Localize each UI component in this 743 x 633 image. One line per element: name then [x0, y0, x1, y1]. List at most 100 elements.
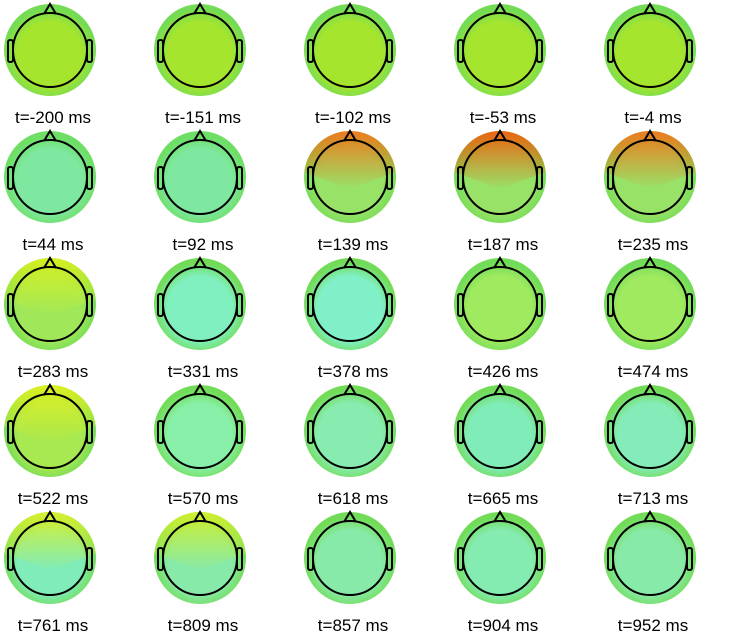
nose	[43, 2, 57, 15]
time-label: t=474 ms	[618, 362, 688, 381]
topomap: t=-4 ms	[604, 2, 696, 127]
ear	[307, 420, 314, 444]
ear	[307, 293, 314, 317]
topomap: t=187 ms	[454, 129, 546, 254]
time-label: t=761 ms	[18, 616, 88, 633]
time-label: t=522 ms	[18, 489, 88, 508]
nose	[343, 383, 357, 396]
time-label: t=-53 ms	[470, 108, 537, 127]
time-label: t=235 ms	[618, 235, 688, 254]
frontal-activity	[454, 131, 546, 189]
nose	[193, 2, 207, 15]
nose	[43, 129, 57, 142]
nose	[643, 129, 657, 142]
nose	[343, 129, 357, 142]
time-label: t=331 ms	[168, 362, 238, 381]
ear	[157, 547, 164, 571]
topomap: t=283 ms	[4, 256, 96, 381]
nose	[643, 256, 657, 269]
ear	[86, 166, 93, 190]
time-label: t=378 ms	[318, 362, 388, 381]
time-label: t=139 ms	[318, 235, 388, 254]
ear	[686, 166, 693, 190]
topomap: t=904 ms	[454, 510, 546, 633]
ear	[536, 420, 543, 444]
scalp-map	[454, 258, 546, 350]
scalp-map	[4, 131, 96, 223]
ear	[457, 293, 464, 317]
ear	[457, 420, 464, 444]
ear	[236, 39, 243, 63]
time-label: t=618 ms	[318, 489, 388, 508]
time-label: t=857 ms	[318, 616, 388, 633]
nose	[343, 256, 357, 269]
ear	[86, 39, 93, 63]
topomap: t=713 ms	[604, 383, 696, 508]
ear	[386, 420, 393, 444]
ear	[386, 166, 393, 190]
scalp-map	[454, 385, 546, 477]
nose	[643, 383, 657, 396]
scalp-map	[454, 512, 546, 604]
time-label: t=904 ms	[468, 616, 538, 633]
ear	[686, 547, 693, 571]
ear	[157, 293, 164, 317]
topomap: t=618 ms	[304, 383, 396, 508]
nose	[193, 129, 207, 142]
nose	[193, 510, 207, 523]
time-label: t=44 ms	[23, 235, 84, 254]
nose	[343, 510, 357, 523]
frontal-activity	[4, 512, 96, 570]
topomap: t=139 ms	[304, 129, 396, 254]
topomap: t=952 ms	[604, 510, 696, 633]
topomap: t=331 ms	[154, 256, 246, 381]
ear	[607, 547, 614, 571]
scalp-map	[604, 512, 696, 604]
ear	[386, 547, 393, 571]
ear	[236, 166, 243, 190]
scalp-map	[604, 258, 696, 350]
topomap: t=235 ms	[604, 129, 696, 254]
ear	[307, 39, 314, 63]
time-label: t=570 ms	[168, 489, 238, 508]
frontal-activity	[604, 131, 696, 189]
ear	[457, 166, 464, 190]
nose	[43, 256, 57, 269]
ear	[686, 420, 693, 444]
ear	[157, 166, 164, 190]
nose	[493, 510, 507, 523]
ear	[607, 166, 614, 190]
ear	[536, 293, 543, 317]
time-label: t=665 ms	[468, 489, 538, 508]
frontal-activity	[154, 512, 246, 570]
ear	[536, 39, 543, 63]
ear	[386, 293, 393, 317]
nose	[493, 383, 507, 396]
nose	[343, 2, 357, 15]
nose	[493, 129, 507, 142]
ear	[86, 547, 93, 571]
time-label: t=92 ms	[173, 235, 234, 254]
ear	[307, 166, 314, 190]
ear	[7, 166, 14, 190]
nose	[43, 383, 57, 396]
ear	[86, 420, 93, 444]
topomap: t=570 ms	[154, 383, 246, 508]
ear	[386, 39, 393, 63]
frontal-activity	[4, 385, 96, 443]
scalp-map	[154, 131, 246, 223]
time-label: t=-151 ms	[165, 108, 241, 127]
topomap: t=857 ms	[304, 510, 396, 633]
nose	[493, 2, 507, 15]
topomap: t=665 ms	[454, 383, 546, 508]
topomap: t=426 ms	[454, 256, 546, 381]
nose	[643, 510, 657, 523]
time-label: t=426 ms	[468, 362, 538, 381]
scalp-map	[304, 258, 396, 350]
topomap: t=-200 ms	[4, 2, 96, 127]
ear	[7, 420, 14, 444]
time-label: t=809 ms	[168, 616, 238, 633]
scalp-map	[304, 512, 396, 604]
ear	[607, 420, 614, 444]
